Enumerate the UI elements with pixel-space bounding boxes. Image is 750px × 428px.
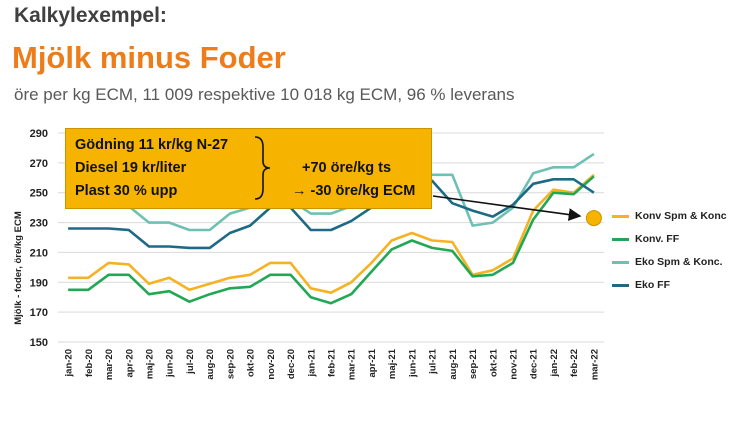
x-tick-label: jun-21 (407, 348, 418, 378)
x-tick-label: apr-21 (367, 348, 378, 377)
x-tick-label: sep-21 (468, 348, 479, 379)
y-tick-label: 150 (30, 337, 48, 349)
x-axis-ticks: jan-20 feb-20 mar-20 apr-20 maj-20 jun-20 jul-… (64, 348, 601, 380)
page-title: Mjölk minus Foder (12, 40, 286, 75)
x-tick-label: nov-21 (509, 348, 520, 379)
x-tick-label: jan-20 (64, 349, 75, 377)
x-tick-label: maj-21 (387, 348, 398, 379)
callout-effect-milk: → -30 öre/kg ECM (292, 183, 416, 199)
annotation-arrow (432, 195, 582, 221)
cost-callout-box: Gödning 11 kr/kg N-27 Diesel 19 kr/liter… (65, 128, 432, 209)
y-axis-label: Mjölk - foder, öre/kg ECM (13, 211, 24, 325)
x-tick-label: sep-20 (225, 349, 236, 379)
x-tick-label: feb-20 (84, 349, 95, 377)
x-tick-label: mar-21 (347, 348, 358, 380)
y-tick-label: 190 (30, 277, 48, 289)
y-tick-label: 270 (30, 158, 48, 170)
y-tick-label: 210 (30, 247, 48, 259)
legend-swatch (612, 237, 629, 241)
legend-swatch (612, 214, 629, 218)
x-tick-label: dec-21 (529, 348, 540, 379)
curly-brace-icon (254, 136, 271, 200)
x-tick-label: dec-20 (286, 349, 297, 379)
x-tick-label: nov-20 (266, 349, 277, 380)
x-tick-label: jan-21 (306, 348, 317, 377)
x-tick-label: jul-21 (428, 348, 439, 375)
x-tick-label: jul-20 (185, 349, 196, 375)
y-axis-ticks: 150 170 190 210 230 250 270 290 (30, 128, 48, 349)
series-line-1 (68, 175, 595, 305)
x-tick-label: mar-20 (104, 349, 115, 380)
y-tick-label: 250 (30, 188, 48, 200)
x-tick-label: feb-21 (327, 348, 338, 377)
callout-effect-feed: +70 öre/kg ts (302, 160, 392, 176)
x-tick-label: maj-20 (145, 349, 156, 379)
series-line-3 (68, 178, 595, 250)
series-line-0 (68, 173, 595, 294)
legend-item-eko-spm: Eko Spm & Konc. (612, 256, 723, 268)
x-tick-label: aug-20 (205, 349, 216, 380)
y-tick-label: 290 (30, 128, 48, 140)
x-tick-label: aug-21 (448, 348, 459, 379)
page-subtitle: öre per kg ECM, 11 009 respektive 10 018… (14, 85, 515, 104)
series-line-2 (68, 152, 595, 232)
legend-item-konv-spm: Konv Spm & Konc (612, 210, 727, 222)
projected-value-marker (585, 210, 602, 227)
x-tick-label: mar-22 (589, 349, 600, 380)
legend-item-eko-ff: Eko FF (612, 279, 670, 291)
x-tick-label: feb-22 (569, 349, 580, 377)
kicker-text: Kalkylexempel: (14, 4, 167, 27)
y-tick-label: 230 (30, 218, 48, 230)
callout-plastic: Plast 30 % upp (75, 183, 178, 199)
x-tick-label: okt-21 (488, 348, 499, 377)
callout-fertilizer: Gödning 11 kr/kg N-27 (75, 137, 229, 153)
legend-swatch (612, 283, 629, 287)
y-tick-label: 170 (30, 307, 48, 319)
x-tick-label: apr-20 (124, 349, 135, 378)
callout-diesel: Diesel 19 kr/liter (75, 160, 187, 176)
legend-item-konv-ff: Konv. FF (612, 233, 679, 245)
annotation (432, 195, 602, 227)
series-lines (68, 152, 595, 305)
x-tick-label: jan-22 (549, 349, 560, 377)
x-tick-label: jun-20 (165, 349, 176, 378)
x-tick-label: okt-20 (246, 349, 257, 377)
legend-swatch (612, 260, 629, 264)
